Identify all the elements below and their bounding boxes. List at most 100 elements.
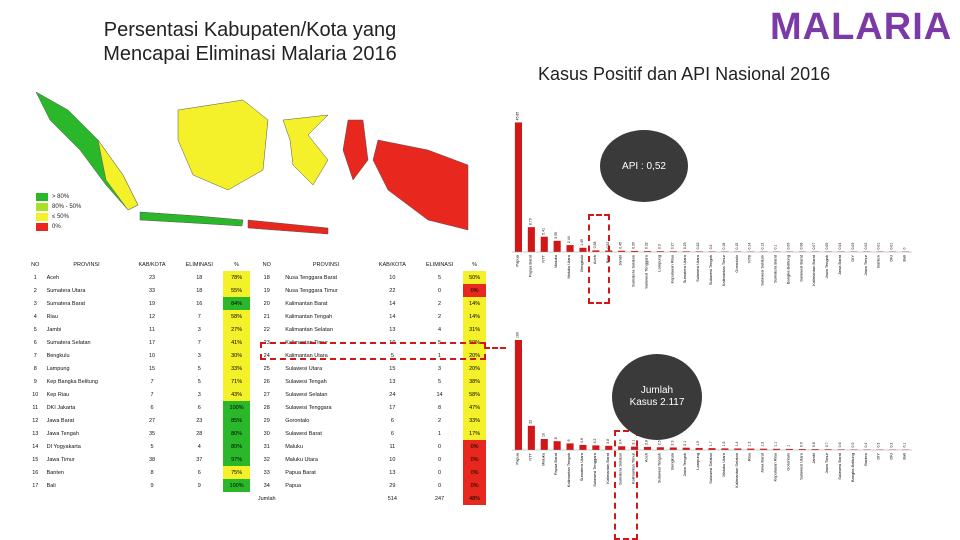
chart-tick-label: Jambi — [618, 255, 623, 266]
table-cell: 28 — [263, 404, 270, 411]
table-cell: 8 — [438, 404, 442, 411]
table-cell: 14 — [436, 391, 443, 398]
chart-data-label: 2.3 — [670, 441, 674, 446]
chart-data-label: 10 — [541, 433, 545, 437]
chart-tick-label: Sulawesi Tengah — [656, 453, 661, 483]
table-cell: Gorontalo — [285, 417, 310, 424]
chart-tick-label: Bali — [902, 453, 907, 460]
table-cell: 1 — [438, 430, 442, 437]
right-title: Kasus Positif dan API Nasional 2016 — [538, 64, 831, 84]
chart-data-label: 1.9 — [696, 441, 700, 446]
table-cell: 15 — [389, 365, 396, 372]
table-cell: 10 — [389, 456, 396, 463]
table-cell: Sulawesi Selatan — [285, 391, 328, 398]
table-cell: 6 — [33, 339, 37, 346]
table-cell: Lampung — [46, 365, 70, 372]
table-cell: 19 — [263, 287, 270, 294]
sulawesi-island — [282, 114, 329, 186]
table-cell: Sulawesi Tengah — [285, 378, 327, 385]
table-cell: 0 — [438, 482, 442, 489]
chart-data-label: 0.58 — [593, 241, 597, 248]
table-cell: 10 — [32, 391, 39, 398]
chart-data-label: 0.14 — [748, 243, 752, 250]
table-cell: 4 — [197, 443, 201, 450]
chart-tick-label: Sulawesi Tenggara — [643, 254, 648, 289]
chart-bar — [579, 444, 587, 450]
chart-bar — [631, 250, 639, 252]
table-cell: 30 — [263, 430, 270, 437]
table-cell: 18 — [263, 274, 270, 281]
chart-bar — [760, 448, 768, 450]
chart-tick-label: Bali — [902, 255, 907, 262]
table-cell: 17 — [32, 482, 39, 489]
highlight-box — [260, 342, 486, 360]
chart-bar — [708, 251, 716, 252]
chart-tick-label: Maluku Utara — [566, 254, 571, 279]
chart-tick-label: Jawa Tengah — [682, 453, 687, 477]
table-cell: 47% — [463, 401, 486, 414]
table-cell: 1 — [438, 352, 442, 359]
table-cell: 78% — [222, 271, 251, 284]
table-cell: 32 — [263, 456, 270, 463]
chart-bar — [527, 227, 535, 252]
elimination-table: NO PROVINSI KAB/KOTA ELIMINASI % NO PROV… — [26, 258, 486, 508]
chart-bar — [747, 448, 755, 450]
table-cell: 6 — [150, 404, 154, 411]
table-cell: 5 — [197, 378, 201, 385]
table-cell: 80% — [222, 440, 251, 453]
table-cell: 0% — [463, 440, 486, 453]
chart-tick-label: Maluku Utara — [721, 452, 726, 477]
chart-data-label: 0.6 — [838, 442, 842, 447]
chart-bar — [540, 439, 548, 450]
chart-data-label: 1.7 — [709, 441, 713, 446]
table-cell: 80% — [222, 427, 251, 440]
table-row: 8 Lampung 15 5 33% 25 Sulawesi Utara 15 3 20% — [26, 362, 486, 375]
legend-swatch — [36, 223, 48, 231]
table-cell: 15 — [32, 456, 39, 463]
table-cell: 8 — [33, 365, 37, 372]
table-cell: 2 — [438, 313, 442, 320]
chart-data-label: 100 — [515, 332, 519, 338]
table-cell: 6 — [197, 404, 201, 411]
chart-data-label: 4.2 — [593, 438, 597, 443]
header-cell: PROVINSI — [73, 261, 100, 268]
chart-bar — [540, 236, 548, 252]
chart-data-label: 0.3 — [877, 443, 881, 448]
chart-bar — [682, 251, 690, 252]
table-cell: 17% — [463, 427, 486, 440]
chart-bar — [618, 446, 626, 450]
chart-data-label: 0.25 — [683, 242, 687, 249]
table-cell: 5 — [438, 274, 442, 281]
table-cell: 9 — [33, 378, 37, 385]
table-row: 13 Jawa Tengah 35 28 80% 30 Sulawesi Barat 6 1 17… — [26, 427, 486, 440]
chart-data-label: 3.1 — [632, 440, 636, 445]
chart-tick-label: DIY — [876, 453, 881, 460]
chart-tick-label: Riau — [747, 453, 752, 461]
chart-bar — [695, 251, 703, 252]
table-cell: Sulawesi Tenggara — [285, 404, 332, 411]
legend-label: 0% — [52, 224, 61, 230]
table-cell: Kalimantan Utara — [285, 352, 328, 359]
table-cell: 100% — [222, 401, 251, 414]
chart-data-label: 0.01 — [890, 243, 894, 250]
table-cell: 19 — [148, 300, 156, 307]
table-cell: 4 — [33, 313, 37, 320]
legend-swatch — [36, 203, 48, 211]
header-cell: KAB/KOTA — [378, 261, 406, 268]
table-row: 4 Riau 12 7 58% 21 Kalimantan Tengah 14 2 14% — [26, 310, 486, 323]
table-cell: 3 — [33, 300, 37, 307]
chart-bar — [605, 445, 613, 450]
chart-bar — [669, 251, 677, 252]
table-cell: Banten — [46, 469, 64, 476]
api-callout: API : 0,52 — [600, 130, 688, 202]
chart-data-label: 2.5 — [657, 440, 661, 445]
table-cell: Jawa Barat — [46, 417, 75, 424]
chart-data-label: 0.8 — [812, 442, 816, 447]
table-cell: 13 — [32, 430, 39, 437]
map-legend: > 80% 80% - 50% ≤ 50% 0% — [36, 192, 81, 232]
table-row: 9 Kep Bangka Belitung 7 5 71% 26 Sulawesi Teng… — [26, 375, 486, 388]
legend-label: > 80% — [52, 194, 70, 200]
chart-tick-label: Kalimantan Barat — [605, 452, 610, 484]
chart-bar — [527, 425, 535, 450]
chart-data-label: 45.85 — [515, 112, 519, 120]
